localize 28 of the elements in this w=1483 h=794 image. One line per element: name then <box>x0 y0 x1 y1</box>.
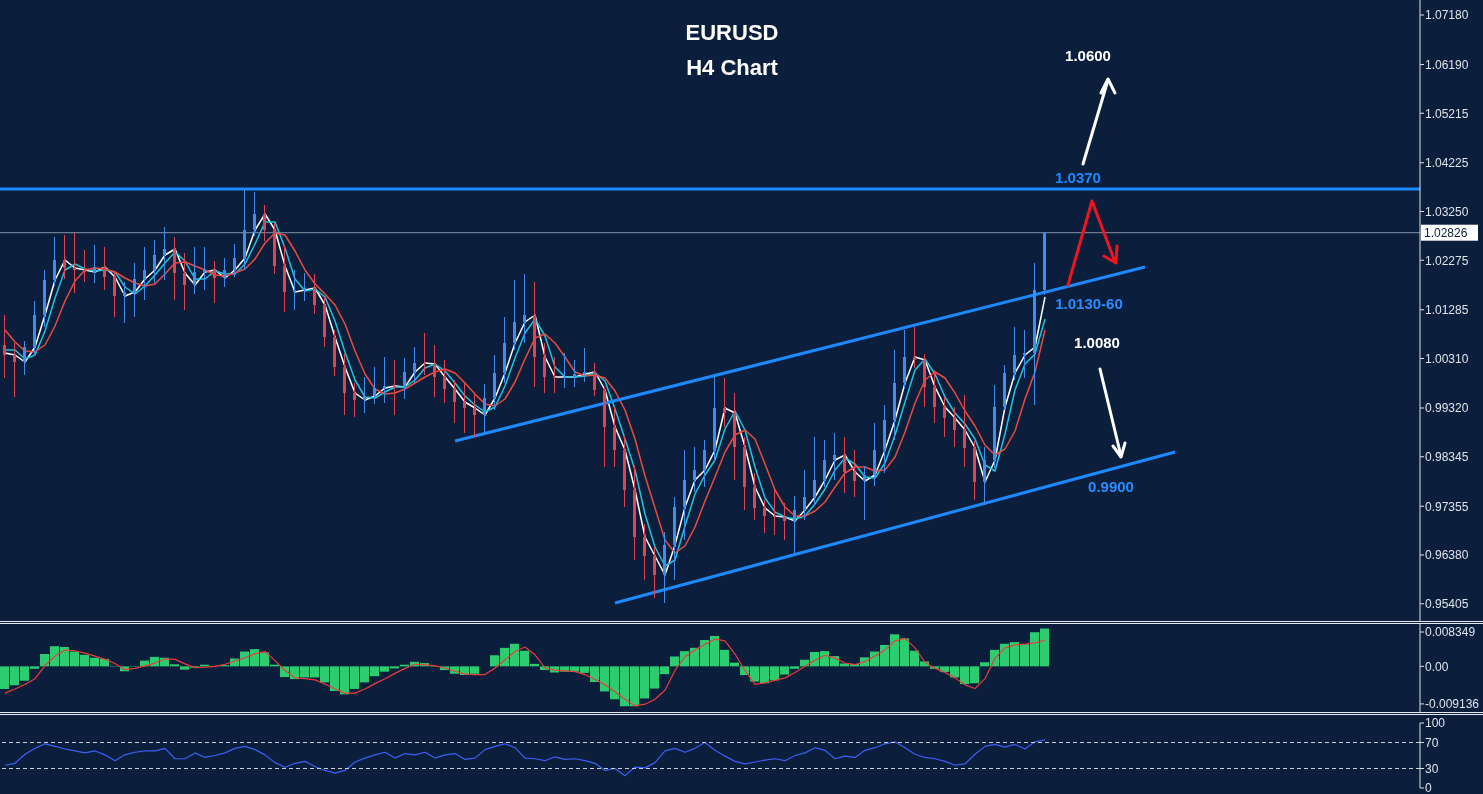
y-tick-label: 1.05215 <box>1425 106 1469 121</box>
text: H4 Chart <box>685 55 779 81</box>
annotation: 1.0600 <box>1065 47 1111 65</box>
annotation: 1.0080 <box>1074 334 1120 352</box>
y-tick-label: 1.00310 <box>1425 351 1469 366</box>
y-tick-label: 1.02275 <box>1425 253 1469 268</box>
y-tick-label: 100 <box>1425 716 1446 731</box>
y-tick-label: 1.06190 <box>1425 57 1469 72</box>
ref-line-label: 1.02826 <box>1424 226 1468 241</box>
annotation: 0.9900 <box>1088 478 1134 496</box>
y-tick-label: 1.01285 <box>1425 303 1469 318</box>
y-tick-label: 70 <box>1425 735 1439 750</box>
y-tick-label: 1.04225 <box>1425 156 1469 171</box>
y-tick-label: 0.95405 <box>1425 597 1469 612</box>
text: EURUSD <box>684 20 780 46</box>
ref-line-label: 1.0370 <box>1055 169 1101 186</box>
y-tick-label: -0.009136 <box>1425 697 1480 712</box>
y-tick-label: 0.00 <box>1425 659 1449 674</box>
y-tick-label: 0.97355 <box>1425 499 1469 514</box>
y-tick-label: 1.07180 <box>1425 8 1469 23</box>
y-tick-label: 0.96380 <box>1425 548 1469 563</box>
y-tick-label: 1.03250 <box>1425 204 1469 219</box>
y-tick-label: 0 <box>1425 781 1432 794</box>
y-tick-label: 0.98345 <box>1425 450 1469 465</box>
y-tick-label: 0.008349 <box>1425 625 1476 640</box>
y-tick-label: 0.99320 <box>1425 401 1469 416</box>
annotation: 1.0130-60 <box>1055 295 1123 313</box>
y-tick-label: 30 <box>1425 761 1439 776</box>
